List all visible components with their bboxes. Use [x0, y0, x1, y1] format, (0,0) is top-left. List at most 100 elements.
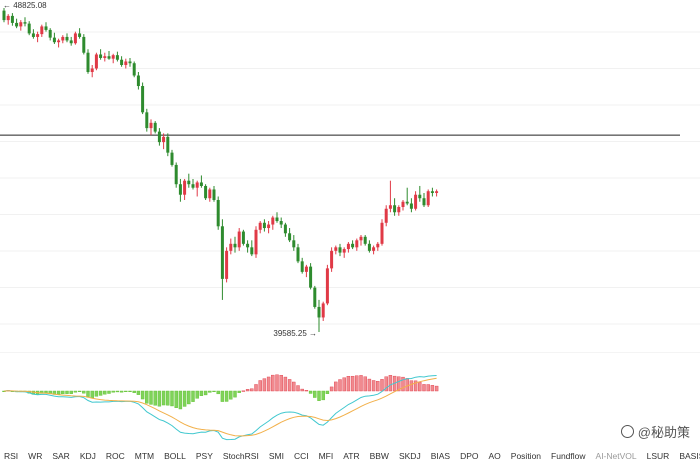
price-chart[interactable]: ← 48825.08 39585.25 →: [0, 0, 700, 352]
candle-body: [409, 203, 413, 209]
macd-histogram-bar: [266, 376, 271, 392]
tab-position[interactable]: Position: [510, 451, 542, 461]
tab-bbw[interactable]: BBW: [369, 451, 389, 461]
macd-histogram-bar: [308, 390, 313, 394]
candle: [120, 56, 124, 67]
macd-histogram-bar: [145, 390, 149, 404]
macd-histogram-bar: [56, 390, 61, 395]
candle-body: [414, 194, 418, 209]
macd-histogram-bar: [418, 381, 422, 392]
tab-psy[interactable]: PSY: [195, 451, 213, 461]
candle: [170, 149, 174, 167]
tab-rsi[interactable]: RSI: [4, 451, 19, 461]
macd-histogram-bar: [367, 378, 372, 392]
candle: [372, 245, 376, 255]
candle: [187, 173, 191, 188]
macd-histogram-bar: [170, 390, 174, 407]
candle: [292, 235, 296, 251]
candle: [69, 36, 73, 46]
macd-histogram-bar: [61, 390, 65, 395]
candle-body: [208, 189, 212, 199]
tab-skdj[interactable]: SKDJ: [398, 451, 421, 461]
macd-histogram-bar: [258, 380, 262, 392]
candle-body: [334, 247, 338, 251]
tab-stochrsi[interactable]: StochRSI: [222, 451, 259, 461]
candle-body: [61, 36, 65, 41]
macd-histogram-bar: [98, 390, 103, 396]
candle-body: [229, 243, 233, 251]
tab-basis[interactable]: BASIS: [679, 451, 700, 461]
candle: [405, 187, 409, 206]
macd-histogram-bar: [65, 390, 69, 394]
tab-kdj[interactable]: KDJ: [79, 451, 96, 461]
macd-histogram-bar: [157, 390, 162, 407]
candle-body: [283, 224, 287, 234]
candle-body: [401, 201, 405, 207]
candle: [363, 235, 367, 246]
candle-body: [296, 247, 300, 262]
candle-body: [153, 122, 157, 132]
tab-lsur[interactable]: LSUR: [646, 451, 670, 461]
macd-histogram-bar: [334, 381, 338, 392]
candle: [304, 264, 308, 278]
candle: [65, 33, 69, 43]
candle-body: [69, 40, 73, 44]
tab-wr[interactable]: WR: [28, 451, 43, 461]
tab-roc[interactable]: ROC: [105, 451, 125, 461]
candle: [141, 82, 145, 115]
candle-body: [174, 164, 178, 185]
macd-histogram-bar: [229, 390, 233, 400]
tab-dpo[interactable]: DPO: [460, 451, 479, 461]
tab-mtm[interactable]: MTM: [134, 451, 155, 461]
tab-mfi[interactable]: MFI: [318, 451, 334, 461]
macd-indicator-panel: [0, 352, 700, 441]
macd-histogram-bar: [401, 376, 405, 392]
tab-ao[interactable]: AO: [488, 451, 501, 461]
candle-body: [44, 26, 48, 30]
tab-fundflow[interactable]: Fundflow: [551, 451, 586, 461]
macd-histogram-bar: [132, 390, 136, 393]
candle-body: [107, 56, 111, 59]
candle-body: [359, 236, 363, 241]
candle: [124, 58, 128, 69]
tab-ai-netvol[interactable]: AI-NetVOL: [595, 451, 637, 461]
candle-body: [204, 185, 208, 199]
candle-body: [27, 23, 31, 34]
tab-smi[interactable]: SMI: [268, 451, 284, 461]
candle: [309, 263, 313, 290]
macd-histogram-bar: [397, 376, 401, 392]
macd-histogram-bar: [376, 381, 380, 392]
macd-histogram-bar: [174, 390, 178, 408]
candle-body: [99, 54, 103, 58]
macd-histogram-bar: [325, 390, 330, 394]
tab-cci[interactable]: CCI: [293, 451, 309, 461]
macd-histogram-bar: [338, 379, 342, 392]
tab-boll[interactable]: BOLL: [164, 451, 186, 461]
candle-body: [405, 201, 409, 204]
candle: [73, 31, 77, 45]
macd-histogram-bar: [321, 390, 325, 401]
tab-atr[interactable]: ATR: [343, 451, 360, 461]
tab-bias[interactable]: BIAS: [430, 451, 451, 461]
candle-body: [397, 206, 401, 213]
candle-body: [342, 249, 346, 253]
macd-histogram-bar: [355, 375, 359, 392]
candle-body: [367, 243, 371, 251]
candle-body: [187, 180, 191, 185]
candle: [422, 192, 426, 207]
candle-body: [57, 40, 61, 43]
candle: [355, 238, 359, 251]
candle: [233, 236, 237, 253]
macd-histogram-bar: [434, 385, 439, 392]
candle-body: [141, 86, 145, 113]
tab-sar[interactable]: SAR: [52, 451, 70, 461]
candle-body: [78, 33, 82, 37]
candle: [393, 198, 397, 216]
macd-histogram-bar: [191, 390, 195, 402]
candle-body: [380, 222, 384, 244]
macd-histogram-bar: [77, 390, 82, 393]
macd-histogram-bar: [212, 390, 216, 393]
candle-body: [317, 306, 321, 318]
macd-histogram-bar: [359, 375, 363, 392]
candle: [435, 189, 439, 197]
